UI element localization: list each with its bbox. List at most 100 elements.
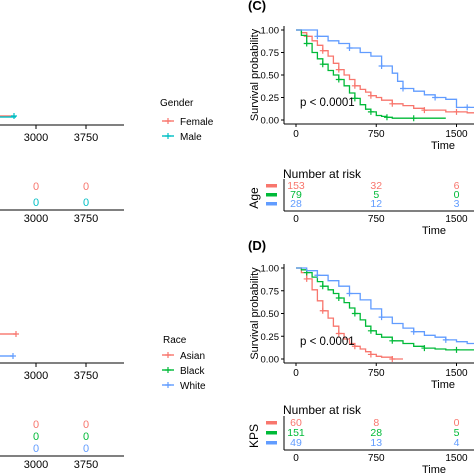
x-tick-label: 0 [293,368,299,379]
risk-strata-key [266,421,277,425]
risk-x-tick-label: 3000 [24,459,48,471]
censor-mark [378,63,385,69]
legend-key-mark [165,118,171,124]
panel-label: (D) [248,238,266,253]
censor-mark [351,343,358,350]
x-tick-label: 3000 [24,370,48,382]
censor-mark [367,92,374,99]
x-tick-label: 3000 [24,132,48,144]
risk-value: 0 [33,419,39,431]
censor-mark [314,272,321,279]
y-tick-label: 0.75 [261,286,280,297]
risk-value: 5 [454,427,460,439]
risk-x-tick-label: 1500 [445,453,468,464]
censor-mark [319,307,326,314]
risk-strata-key [266,184,277,188]
censor-mark [432,94,439,101]
x-tick-label: 3750 [74,132,98,144]
censor-mark [400,85,406,92]
risk-x-tick-label: 0 [293,214,299,225]
censor-mark [346,45,353,51]
risk-value: 32 [370,180,382,192]
panel-label: (C) [248,0,266,13]
risk-value: 12 [370,198,382,210]
censor-mark [421,345,428,352]
risk-strata-key [266,193,277,197]
survival-curve [296,267,403,360]
legend-label: Asian [180,351,205,362]
x-tick-label: 750 [368,129,385,140]
legend-title: Gender [160,98,194,109]
legend-key-mark [165,352,171,358]
risk-x-tick-label: 750 [368,214,385,225]
legend-title: Race [163,335,187,346]
risk-value: 0 [83,181,89,193]
risk-value: 0 [83,431,89,443]
risk-value: 151 [287,427,305,439]
censor-mark [442,336,449,343]
censor-mark [346,290,353,297]
risk-value: 28 [290,198,302,210]
y-tick-label: 0.50 [261,309,280,320]
censor-mark [389,337,396,344]
censor-mark [464,104,471,111]
risk-value: 49 [290,437,302,449]
censor-mark [303,40,310,47]
x-tick-label: 750 [368,368,385,379]
risk-x-tick-label: 3750 [74,459,98,471]
risk-value: 28 [370,427,382,439]
risk-value: 79 [290,189,302,201]
risk-value: 153 [287,180,305,192]
y-tick-label: 0.00 [261,116,280,127]
censor-mark [410,328,417,335]
risk-value: 0 [33,443,39,455]
risk-value: 3 [454,198,460,210]
risk-value: 0 [33,197,39,209]
risk-table-title: Number at risk [283,167,362,181]
x-axis-title: Time [431,140,455,152]
risk-value: 8 [373,417,379,429]
censor-mark [335,330,342,337]
censor-mark [389,100,396,107]
y-tick-label: 0.00 [261,355,280,366]
censor-mark [335,76,342,83]
censor-mark [351,95,358,102]
risk-strata-key [266,431,277,435]
risk-value: 0 [83,419,89,431]
risk-x-tick-label: 3750 [74,213,98,225]
y-tick-label: 1.00 [261,264,280,275]
risk-value: 0 [33,431,39,443]
y-tick-label: 0.50 [261,71,280,82]
y-tick-label: 1.00 [261,26,280,37]
x-axis-title: Time [431,379,455,391]
censor-mark [13,331,19,337]
censor-mark [453,108,460,115]
y-tick-label: 0.25 [261,93,280,104]
censor-mark [319,47,326,54]
risk-strata-key [266,441,277,445]
legend-label: Female [180,117,214,128]
risk-value: 13 [370,437,382,449]
y-tick-label: 0.75 [261,48,280,59]
x-tick-label: 1500 [445,368,468,379]
risk-x-tick-label: 750 [368,453,385,464]
x-tick-label: 3750 [74,370,98,382]
risk-x-tick-label: 3000 [24,213,48,225]
censor-mark [319,283,326,290]
censor-mark [367,327,374,334]
risk-x-axis-title: Time [422,225,446,237]
censor-mark [11,113,17,119]
y-tick-label: 0.25 [261,332,280,343]
risk-value: 0 [454,189,460,201]
risk-value: 4 [454,437,460,449]
risk-table-strata-label: KPS [247,424,261,448]
censor-mark [335,295,342,302]
legend-key-mark [165,382,171,388]
p-value: p < 0.0001 [300,97,355,109]
risk-value: 0 [83,197,89,209]
y-axis-title: Survival probability [249,28,261,121]
censor-mark [410,115,417,122]
survival-curve [296,29,474,109]
risk-value: 60 [290,417,302,429]
